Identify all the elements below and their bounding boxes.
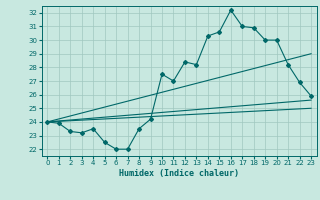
X-axis label: Humidex (Indice chaleur): Humidex (Indice chaleur) [119, 169, 239, 178]
